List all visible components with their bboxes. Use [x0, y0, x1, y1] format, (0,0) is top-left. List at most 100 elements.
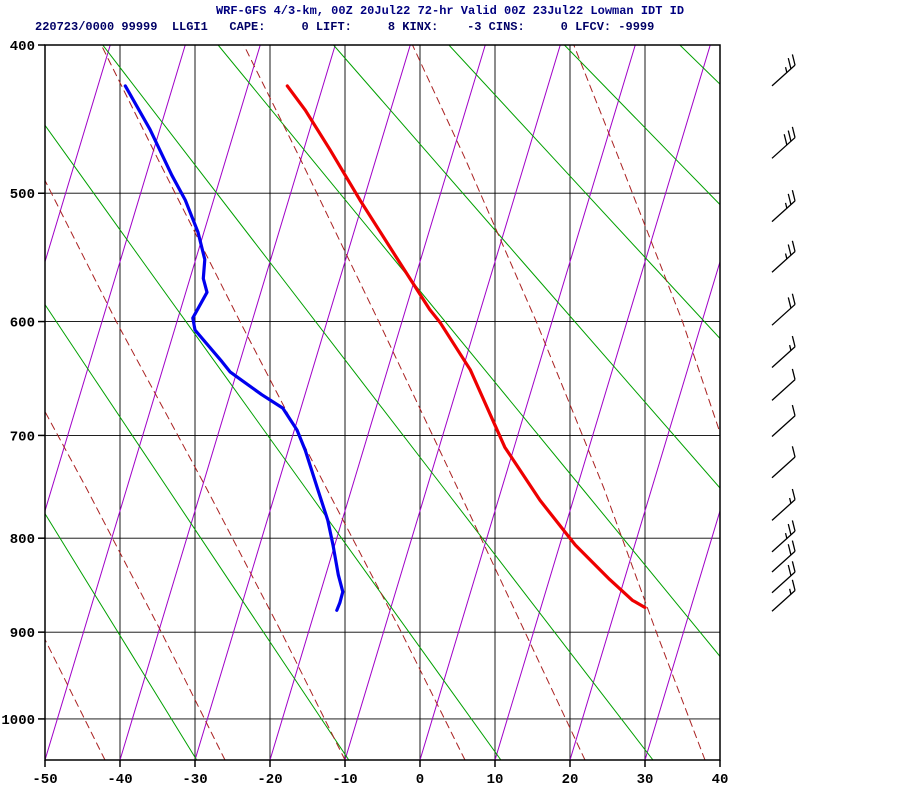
wind-barb-column — [771, 54, 796, 612]
wind-barb-feather — [787, 57, 792, 69]
wind-barb — [771, 368, 796, 401]
moist-adiabat — [243, 45, 586, 760]
axis-ticks-and-labels: 400 500 600 700 800 900 1000 -50 -40 -30 -20 -10 0 10… — [1, 39, 728, 788]
dry-adiabat — [45, 303, 350, 760]
moist-adiabat — [100, 45, 466, 760]
wind-barb-feather — [791, 446, 796, 458]
wind-barb-feather — [787, 564, 792, 576]
skewed-isotherm — [494, 45, 711, 760]
moist-adiabat — [412, 45, 706, 760]
skewed-isotherm — [719, 758, 720, 760]
skewed-isotherm — [344, 45, 561, 760]
wind-barb-feather — [791, 488, 796, 500]
moist-adiabat — [45, 179, 346, 760]
wind-barb — [771, 579, 796, 612]
skewed-isotherm — [569, 260, 720, 760]
pressure-axis-label: 400 — [10, 39, 35, 55]
wind-barb-staff — [771, 346, 796, 368]
wind-barb — [771, 561, 796, 594]
temperature-axis-label: 10 — [487, 772, 504, 788]
skewed-isotherm — [194, 45, 411, 760]
pressure-axis-label: 1000 — [1, 713, 35, 729]
wind-barb-staff — [771, 250, 796, 273]
wind-barb-staff — [771, 530, 796, 553]
pressure-axis-label: 900 — [10, 626, 35, 642]
dry-adiabat — [563, 45, 720, 206]
wind-barb — [771, 540, 796, 573]
skewed-isotherm — [119, 45, 336, 760]
temperature-axis-label: -20 — [257, 772, 282, 788]
dry-adiabat — [333, 45, 720, 489]
wind-barb — [771, 54, 796, 87]
wind-barb-staff — [771, 200, 796, 223]
pressure-axis-label: 800 — [10, 532, 35, 548]
dry-adiabat — [679, 45, 720, 85]
moist-adiabat — [45, 638, 106, 760]
wind-barb-feather — [788, 497, 792, 504]
wind-barb-feather — [788, 588, 792, 595]
wind-barb — [771, 240, 796, 273]
wind-barb-feather — [784, 67, 788, 73]
wind-barb — [771, 488, 796, 521]
moist-adiabat — [573, 45, 720, 435]
wind-barb-staff — [771, 456, 796, 479]
wind-barb-feather — [791, 368, 796, 380]
wind-barb-feather — [791, 54, 796, 66]
temperature-axis-label: -40 — [107, 772, 132, 788]
wind-barb-feather — [791, 293, 796, 305]
wind-barb-feather — [791, 579, 796, 591]
dry-adiabat — [102, 45, 654, 760]
wind-barb-feather — [787, 193, 792, 205]
wind-barb — [771, 520, 796, 553]
temperature-axis-label: 40 — [712, 772, 729, 788]
wind-barb-staff — [771, 589, 796, 612]
chart-title: WRF-GFS 4/3-km, 00Z 20Jul22 72-hr Valid … — [216, 4, 684, 18]
wind-barb-feather — [787, 523, 792, 535]
skewed-isotherm — [419, 45, 636, 760]
temperature-axis-label: 0 — [416, 772, 424, 788]
dry-adiabat — [217, 45, 720, 658]
wind-barb-staff — [771, 499, 796, 521]
dry-adiabat — [45, 759, 46, 760]
pressure-axis-label: 600 — [10, 316, 35, 332]
wind-barb-feather — [791, 561, 796, 573]
skewed-isotherm — [644, 509, 720, 760]
wind-barb-feather — [791, 540, 796, 552]
grid-lines — [44, 44, 721, 760]
temperature-axis-label: 20 — [562, 772, 579, 788]
temperature-axis-label: 30 — [637, 772, 654, 788]
plot-border — [44, 44, 721, 761]
dry-adiabat — [448, 45, 720, 340]
skewed-isotherm — [45, 45, 261, 760]
skewed-isotherm — [0, 45, 35, 760]
chart-subtitle-indices: 220723/0000 99999 LLGI1 CAPE: 0 LIFT: 8 … — [35, 20, 654, 34]
wind-barb-feather — [783, 134, 788, 146]
wind-barb-feather — [791, 240, 796, 252]
wind-barb-staff — [771, 415, 796, 437]
wind-barb-feather — [791, 520, 796, 532]
temperature-curve — [285, 84, 647, 610]
background-line-families — [0, 45, 720, 760]
wind-barb-feather — [784, 202, 788, 209]
wind-barb-feather — [788, 344, 792, 351]
skewed-isotherm — [45, 45, 186, 513]
wind-barb-staff — [771, 137, 796, 159]
wind-barb-feather — [787, 297, 792, 309]
sounding-profiles — [123, 84, 647, 612]
wind-barb-staff — [771, 550, 796, 573]
wind-barb-feather — [787, 244, 792, 256]
dry-adiabat — [45, 512, 198, 760]
wind-barb-feather — [791, 335, 796, 347]
wind-barb-staff — [771, 571, 796, 594]
wind-barb — [771, 293, 796, 326]
dry-adiabat — [45, 124, 502, 760]
pressure-axis-label: 500 — [10, 187, 35, 203]
wind-barb-feather — [791, 126, 796, 138]
dewpoint-curve — [123, 84, 345, 612]
wind-barb — [771, 335, 796, 368]
pressure-axis-label: 700 — [10, 429, 35, 445]
wind-barb-staff — [771, 64, 796, 87]
wind-barb-feather — [784, 532, 788, 539]
